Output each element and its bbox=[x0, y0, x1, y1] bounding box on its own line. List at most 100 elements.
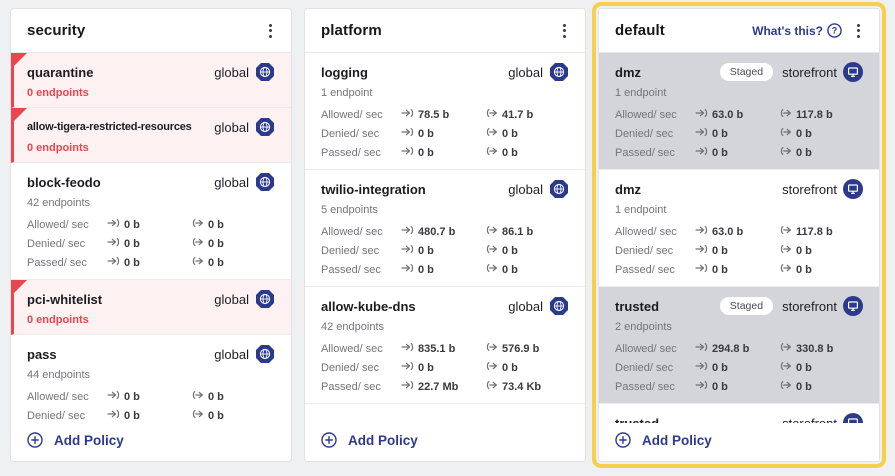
policy-card[interactable]: pass global 44 endpoints Allowed/ sec 0 b 0 b… bbox=[11, 335, 291, 423]
help-circle-icon: ? bbox=[827, 23, 842, 38]
policy-card-list: logging global 1 endpoint Allowed/ sec 78.5 … bbox=[305, 53, 585, 423]
ingress-arrow-icon bbox=[695, 145, 708, 160]
endpoint-count: 5 endpoints bbox=[321, 204, 378, 216]
egress-arrow-icon bbox=[779, 360, 792, 375]
stat-value-out-text: 330.8 b bbox=[796, 342, 834, 355]
endpoint-count: 1 endpoint bbox=[321, 87, 373, 99]
whats-this-link[interactable]: What's this?? bbox=[752, 23, 842, 38]
egress-arrow-icon bbox=[191, 255, 204, 270]
policy-card[interactable]: trusted storefront bbox=[599, 404, 879, 423]
stat-row: Allowed/ sec 0 b 0 b bbox=[27, 387, 275, 406]
kebab-dot bbox=[269, 23, 272, 27]
stat-value-out-text: 0 b bbox=[208, 390, 224, 403]
egress-arrow-icon bbox=[485, 262, 498, 277]
traffic-stats: Allowed/ sec 480.7 b 86.1 b Denied/ sec 0 b 0… bbox=[321, 222, 569, 279]
policy-card[interactable]: block-feodo global 42 endpoints Allowed/ se… bbox=[11, 163, 291, 280]
ingress-arrow-icon bbox=[695, 224, 708, 239]
column-header: platform bbox=[305, 9, 585, 53]
policy-name: dmz bbox=[615, 64, 641, 80]
stat-row: Passed/ sec 22.7 Mb 73.4 Kb bbox=[321, 377, 569, 396]
stat-label: Allowed/ sec bbox=[27, 218, 89, 231]
stat-value-out: 0 b bbox=[485, 126, 569, 141]
stat-row: Allowed/ sec 0 b 0 b bbox=[27, 215, 275, 234]
add-policy-label: Add Policy bbox=[642, 432, 712, 448]
ingress-arrow-icon bbox=[695, 126, 708, 141]
add-policy-button[interactable]: Add Policy bbox=[305, 423, 585, 461]
stat-value-in-text: 0 b bbox=[124, 237, 140, 250]
stat-row: Allowed/ sec 63.0 b 117.8 b bbox=[615, 105, 863, 124]
policy-card[interactable]: trusted Staged storefront 2 endpoints Allowe… bbox=[599, 287, 879, 404]
globe-icon bbox=[255, 344, 275, 364]
stat-value-out: 117.8 b bbox=[779, 107, 863, 122]
kebab-dot bbox=[269, 34, 272, 38]
stat-value-in: 0 b bbox=[107, 389, 191, 404]
stat-row: Passed/ sec 0 b 0 b bbox=[615, 377, 863, 396]
endpoint-count: 1 endpoint bbox=[615, 87, 667, 99]
stat-value-out-text: 576.9 b bbox=[502, 342, 540, 355]
policy-card[interactable]: quarantine global 0 endpoints bbox=[11, 53, 291, 108]
stat-value-in: 0 b bbox=[107, 217, 191, 232]
stat-value-out-text: 41.7 b bbox=[502, 108, 534, 121]
ingress-arrow-icon bbox=[107, 236, 120, 251]
policy-name: allow-kube-dns bbox=[321, 298, 416, 314]
stat-row: Passed/ sec 0 b 0 b bbox=[27, 253, 275, 272]
globe-icon bbox=[255, 172, 275, 192]
stat-row: Allowed/ sec 480.7 b 86.1 b bbox=[321, 222, 569, 241]
stat-value-out: 0 b bbox=[779, 126, 863, 141]
stat-value-in-text: 0 b bbox=[418, 361, 434, 374]
add-policy-button[interactable]: Add Policy bbox=[11, 423, 291, 461]
stat-row: Denied/ sec 0 b 0 b bbox=[321, 241, 569, 260]
add-policy-button[interactable]: Add Policy bbox=[599, 423, 879, 461]
column-menu-button[interactable] bbox=[558, 20, 571, 42]
stat-row: Allowed/ sec 835.1 b 576.9 b bbox=[321, 339, 569, 358]
whats-this-label: What's this? bbox=[752, 23, 823, 38]
policy-card[interactable]: twilio-integration global 5 endpoints Allow… bbox=[305, 170, 585, 287]
ingress-arrow-icon bbox=[107, 255, 120, 270]
policy-scope-label: global bbox=[214, 291, 249, 307]
stat-value-out-text: 86.1 b bbox=[502, 225, 534, 238]
kebab-dot bbox=[857, 34, 860, 38]
traffic-stats: Allowed/ sec 78.5 b 41.7 b Denied/ sec 0 b 0 … bbox=[321, 105, 569, 162]
traffic-stats: Allowed/ sec 63.0 b 117.8 b Denied/ sec 0 b 0… bbox=[615, 105, 863, 162]
stat-value-in-text: 63.0 b bbox=[712, 108, 744, 121]
stat-value-in: 0 b bbox=[695, 262, 779, 277]
ingress-arrow-icon bbox=[401, 145, 414, 160]
policy-column-default: default What's this?? dmz Staged storefront 1… bbox=[592, 2, 886, 468]
stat-label: Denied/ sec bbox=[615, 127, 674, 140]
storefront-icon bbox=[843, 296, 863, 316]
egress-arrow-icon bbox=[779, 243, 792, 258]
stat-label: Allowed/ sec bbox=[321, 225, 383, 238]
egress-arrow-icon bbox=[485, 360, 498, 375]
policy-column-security: security quarantine global 0 endpoints allow… bbox=[10, 8, 292, 462]
policy-scope-label: global bbox=[508, 64, 543, 80]
stat-value-out-text: 73.4 Kb bbox=[502, 380, 542, 393]
policy-card[interactable]: logging global 1 endpoint Allowed/ sec 78.5 … bbox=[305, 53, 585, 170]
egress-arrow-icon bbox=[779, 107, 792, 122]
stat-label: Denied/ sec bbox=[615, 361, 674, 374]
policy-card[interactable]: pci-whitelist global 0 endpoints bbox=[11, 280, 291, 335]
policy-card-header: allow-kube-dns global bbox=[321, 296, 569, 316]
column-menu-button[interactable] bbox=[852, 20, 865, 42]
stat-value-in: 0 b bbox=[107, 236, 191, 251]
egress-arrow-icon bbox=[779, 262, 792, 277]
stat-value-out: 0 b bbox=[191, 389, 275, 404]
stat-row: Passed/ sec 0 b 0 b bbox=[615, 260, 863, 279]
column-menu-button[interactable] bbox=[264, 20, 277, 42]
policy-card[interactable]: dmz storefront 1 endpoint Allowed/ sec 63.0 … bbox=[599, 170, 879, 287]
column-title: default bbox=[615, 22, 665, 39]
stat-label: Passed/ sec bbox=[321, 263, 381, 276]
stat-label: Passed/ sec bbox=[27, 256, 87, 269]
stat-row: Denied/ sec 0 b 0 b bbox=[321, 124, 569, 143]
stat-row: Allowed/ sec 63.0 b 117.8 b bbox=[615, 222, 863, 241]
stat-value-in-text: 0 b bbox=[712, 146, 728, 159]
stat-label: Allowed/ sec bbox=[615, 108, 677, 121]
stat-row: Denied/ sec 0 b 0 b bbox=[615, 241, 863, 260]
policy-card[interactable]: allow-kube-dns global 42 endpoints Allowed/… bbox=[305, 287, 585, 404]
policy-card[interactable]: allow-tigera-restricted-resources global 0… bbox=[11, 108, 291, 163]
stat-value-in: 0 b bbox=[401, 243, 485, 258]
egress-arrow-icon bbox=[485, 379, 498, 394]
policy-card[interactable]: dmz Staged storefront 1 endpoint Allowed/ se… bbox=[599, 53, 879, 170]
stat-value-in-text: 63.0 b bbox=[712, 225, 744, 238]
stat-value-out-text: 0 b bbox=[208, 218, 224, 231]
